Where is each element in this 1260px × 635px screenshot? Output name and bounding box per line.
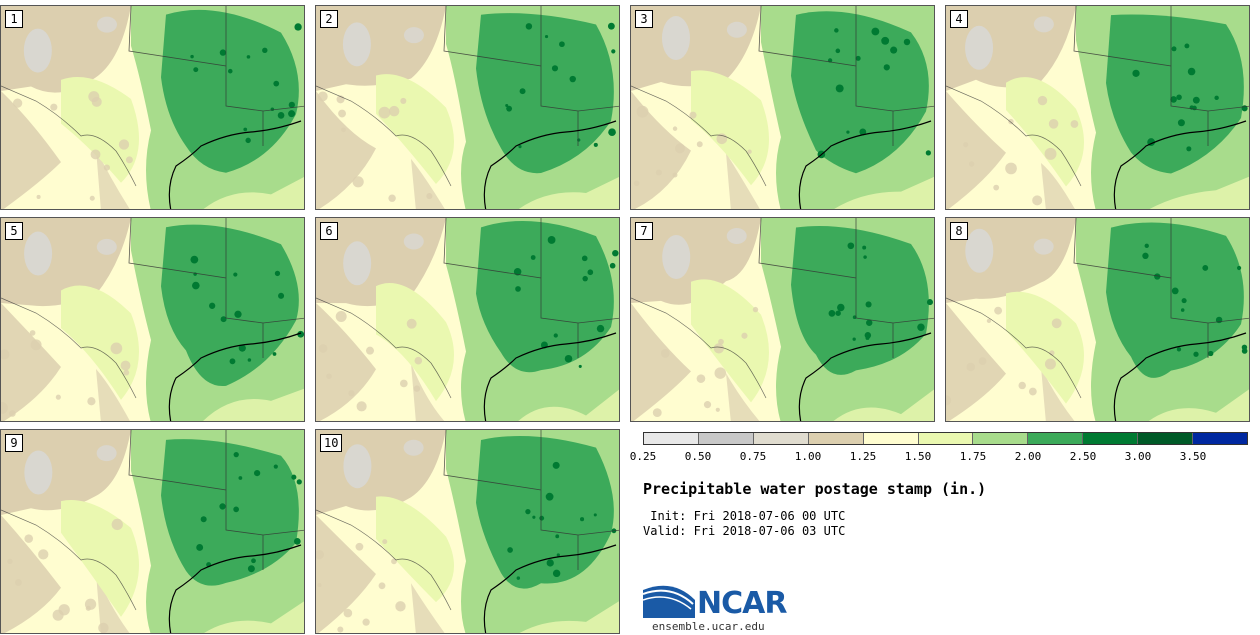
stamp-panel-4: 4 [945, 5, 1250, 210]
panel-number: 4 [950, 10, 968, 28]
stamp-panel-1: 1 [0, 5, 305, 210]
precip-water-map [946, 218, 1249, 421]
panel-number: 7 [635, 222, 653, 240]
legend-tick-label: 0.75 [739, 450, 767, 463]
precip-water-map [1, 6, 304, 209]
legend-tick-label: 0.25 [629, 450, 657, 463]
stamp-panel-8: 8 [945, 217, 1250, 422]
legend-swatch [918, 433, 974, 444]
legend-tick-label: 0.50 [684, 450, 712, 463]
ncar-logo-icon [643, 585, 695, 618]
legend-tick-label: 2.00 [1014, 450, 1042, 463]
legend-tick-label: 1.00 [794, 450, 822, 463]
stamp-panel-6: 6 [315, 217, 620, 422]
panel-number: 5 [5, 222, 23, 240]
init-time: Init: Fri 2018-07-06 00 UTC [643, 509, 846, 523]
stamp-panel-3: 3 [630, 5, 935, 210]
legend-swatch [1028, 433, 1084, 444]
stamp-panel-9: 9 [0, 429, 305, 634]
precip-water-map [316, 6, 619, 209]
legend-swatch [698, 433, 754, 444]
panel-number: 8 [950, 222, 968, 240]
precip-water-map [631, 218, 934, 421]
color-scale-ticks: 0.25 0.50 0.75 1.00 1.25 1.50 1.75 2.00 2.50 3.00… [630, 450, 1248, 466]
precip-water-map [1, 218, 304, 421]
legend-swatch [1083, 433, 1139, 444]
legend-swatch [863, 433, 919, 444]
stamp-panel-10: 10 [315, 429, 620, 634]
legend-swatch [1193, 433, 1247, 444]
precip-water-map [316, 218, 619, 421]
stamp-panel-2: 2 [315, 5, 620, 210]
precip-water-map [316, 430, 619, 633]
color-scale-bar [643, 432, 1248, 445]
legend-swatch [973, 433, 1029, 444]
valid-time: Valid: Fri 2018-07-06 03 UTC [643, 524, 846, 538]
legend-swatch [753, 433, 809, 444]
panel-number: 1 [5, 10, 23, 28]
stamp-panel-5: 5 [0, 217, 305, 422]
panel-number: 2 [320, 10, 338, 28]
legend-tick-label: 1.50 [904, 450, 932, 463]
legend-swatch [1138, 433, 1194, 444]
legend-swatch [808, 433, 864, 444]
legend-swatch [644, 433, 699, 444]
figure-title: Precipitable water postage stamp (in.) [643, 480, 987, 498]
panel-number: 3 [635, 10, 653, 28]
stamp-panel-7: 7 [630, 217, 935, 422]
panel-number: 10 [320, 434, 343, 452]
panel-number: 6 [320, 222, 338, 240]
precip-water-map [631, 6, 934, 209]
legend-tick-label: 3.00 [1124, 450, 1152, 463]
legend-tick-label: 3.50 [1179, 450, 1207, 463]
legend-tick-label: 1.75 [959, 450, 987, 463]
precip-water-map [1, 430, 304, 633]
precip-water-map [946, 6, 1249, 209]
legend-tick-label: 2.50 [1069, 450, 1097, 463]
legend-tick-label: 1.25 [849, 450, 877, 463]
logo-wordmark: NCAR [697, 586, 787, 621]
logo-url: ensemble.ucar.edu [652, 620, 765, 633]
panel-number: 9 [5, 434, 23, 452]
